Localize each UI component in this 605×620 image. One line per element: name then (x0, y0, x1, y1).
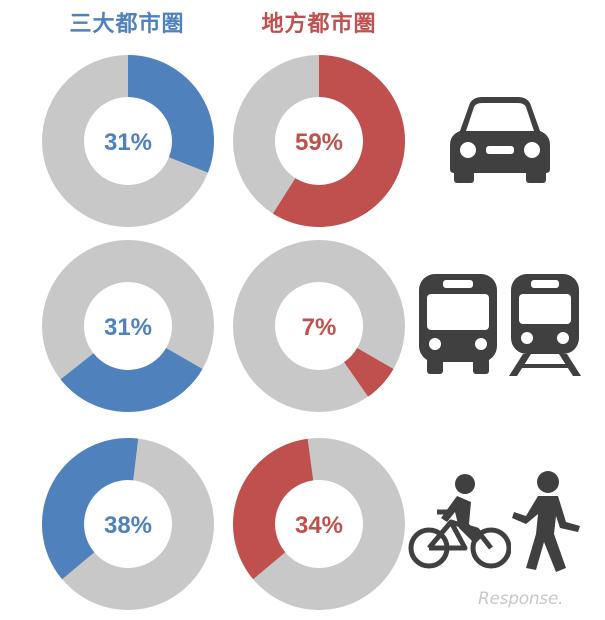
column-header-regional: 地方都市圏 (261, 12, 377, 37)
train-icon (509, 274, 581, 376)
donut-label-right-row1: 59% (295, 129, 343, 156)
donut-segment-left-row2 (60, 348, 203, 412)
column-header-three-metro: 三大都市圏 (69, 12, 185, 37)
donut-segment-left-row3 (42, 438, 139, 580)
donut-segment-right-row1 (272, 55, 405, 228)
donut-label-right-row3: 34% (295, 512, 343, 539)
response-watermark: Response. (478, 589, 564, 609)
donut-label-left-row3: 38% (104, 512, 152, 539)
donut-segment-left-row1 (128, 55, 215, 173)
bus-icon (419, 274, 497, 374)
donut-label-right-row2: 7% (302, 314, 337, 341)
donut-segment-right-row3 (232, 438, 314, 580)
bicycle-icon (408, 474, 511, 569)
car-icon (450, 97, 550, 183)
donut-segment-right-row2 (344, 348, 394, 397)
donut-label-left-row2: 31% (104, 314, 152, 341)
donut-label-left-row1: 31% (104, 129, 152, 156)
pedestrian-icon (512, 471, 580, 572)
